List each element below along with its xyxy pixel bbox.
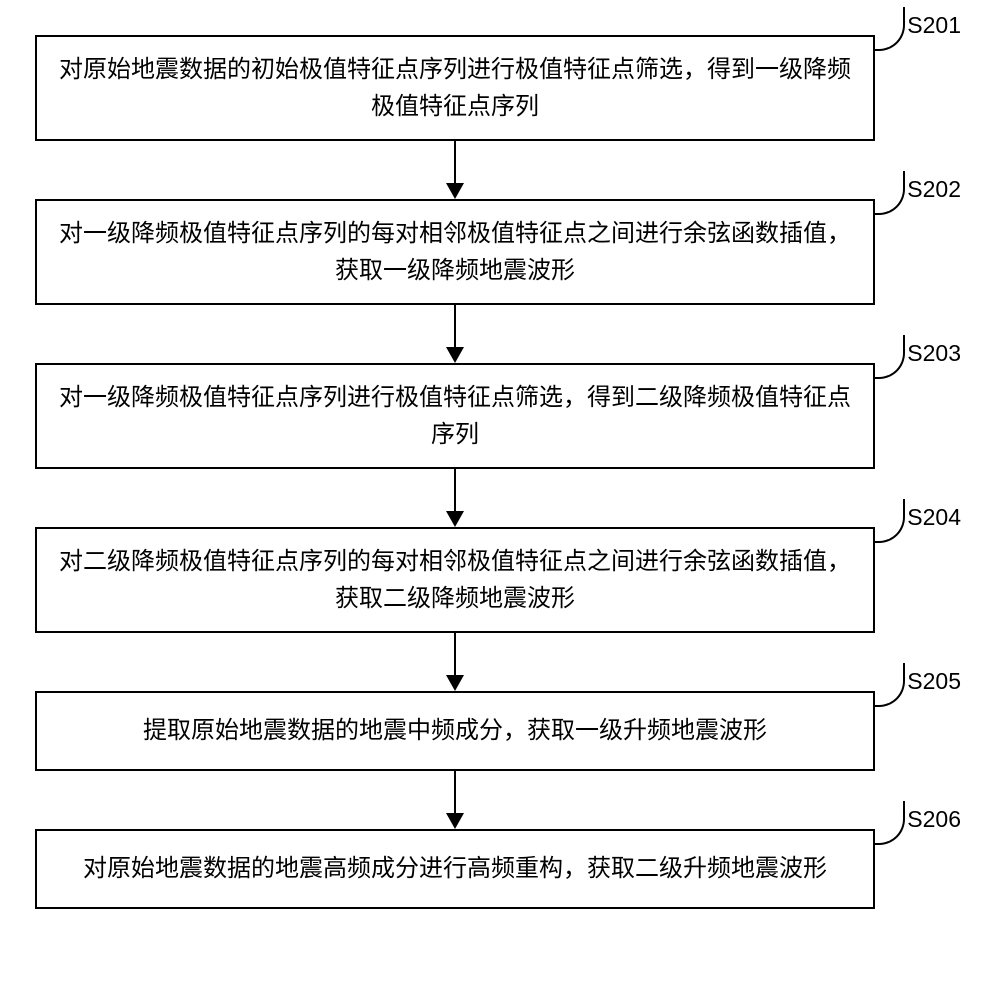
step-label-s206: S206 [873,803,961,847]
step-id-s206: S206 [907,806,961,833]
step-s204: S204 对二级降频极值特征点序列的每对相邻极值特征点之间进行余弦函数插值，获取… [35,527,955,633]
step-id-s204: S204 [907,504,961,531]
step-text-s201: 对原始地震数据的初始极值特征点序列进行极值特征点筛选，得到一级降频极值特征点序列 [55,51,855,125]
step-box-s206: 对原始地震数据的地震高频成分进行高频重构，获取二级升频地震波形 [35,829,875,909]
leader-curve [873,7,905,51]
step-box-s202: 对一级降频极值特征点序列的每对相邻极值特征点之间进行余弦函数插值，获取一级降频地… [35,199,875,305]
step-box-s201: 对原始地震数据的初始极值特征点序列进行极值特征点筛选，得到一级降频极值特征点序列 [35,35,875,141]
step-text-s203: 对一级降频极值特征点序列进行极值特征点筛选，得到二级降频极值特征点序列 [55,379,855,453]
step-id-s201: S201 [907,12,961,39]
step-label-s203: S203 [873,337,961,381]
step-box-s204: 对二级降频极值特征点序列的每对相邻极值特征点之间进行余弦函数插值，获取二级降频地… [35,527,875,633]
step-label-s204: S204 [873,501,961,545]
step-label-s201: S201 [873,9,961,53]
step-text-s204: 对二级降频极值特征点序列的每对相邻极值特征点之间进行余弦函数插值，获取二级降频地… [55,543,855,617]
leader-curve [873,801,905,845]
step-s201: S201 对原始地震数据的初始极值特征点序列进行极值特征点筛选，得到一级降频极值… [35,35,955,141]
step-label-s205: S205 [873,665,961,709]
step-text-s206: 对原始地震数据的地震高频成分进行高频重构，获取二级升频地震波形 [83,850,827,887]
leader-curve [873,335,905,379]
flowchart-container: S201 对原始地震数据的初始极值特征点序列进行极值特征点筛选，得到一级降频极值… [35,35,955,909]
leader-curve [873,171,905,215]
step-id-s205: S205 [907,668,961,695]
arrow-4 [35,633,875,691]
arrow-5 [35,771,875,829]
arrow-3 [35,469,875,527]
step-s205: S205 提取原始地震数据的地震中频成分，获取一级升频地震波形 [35,691,955,771]
step-s202: S202 对一级降频极值特征点序列的每对相邻极值特征点之间进行余弦函数插值，获取… [35,199,955,305]
step-text-s205: 提取原始地震数据的地震中频成分，获取一级升频地震波形 [143,712,767,749]
step-id-s202: S202 [907,176,961,203]
step-id-s203: S203 [907,340,961,367]
arrow-2 [35,305,875,363]
leader-curve [873,499,905,543]
step-box-s205: 提取原始地震数据的地震中频成分，获取一级升频地震波形 [35,691,875,771]
step-s206: S206 对原始地震数据的地震高频成分进行高频重构，获取二级升频地震波形 [35,829,955,909]
step-text-s202: 对一级降频极值特征点序列的每对相邻极值特征点之间进行余弦函数插值，获取一级降频地… [55,215,855,289]
step-s203: S203 对一级降频极值特征点序列进行极值特征点筛选，得到二级降频极值特征点序列 [35,363,955,469]
step-box-s203: 对一级降频极值特征点序列进行极值特征点筛选，得到二级降频极值特征点序列 [35,363,875,469]
step-label-s202: S202 [873,173,961,217]
arrow-1 [35,141,875,199]
leader-curve [873,663,905,707]
